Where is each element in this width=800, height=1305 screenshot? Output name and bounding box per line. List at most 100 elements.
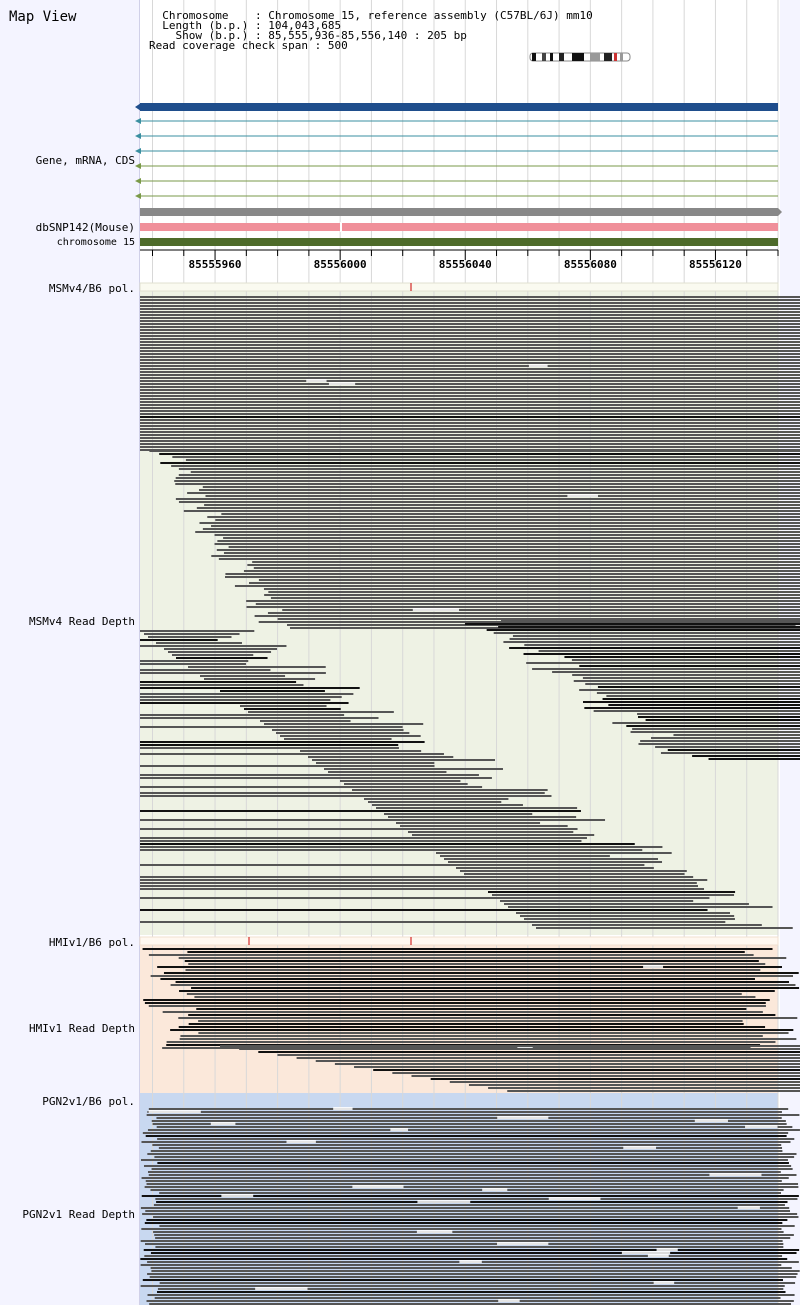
read <box>140 774 479 776</box>
read <box>282 609 800 611</box>
chromosome-value: Chromosome 15, reference assembly (C57BL… <box>268 9 593 22</box>
read <box>254 615 800 617</box>
read <box>190 471 800 473</box>
read <box>140 687 360 689</box>
ruler-tick-label: 85556000 <box>313 258 367 271</box>
read <box>492 894 735 896</box>
read-gap <box>459 1260 482 1263</box>
read-gap <box>709 1173 762 1176</box>
read <box>456 867 654 869</box>
track-label-hmi-pol: HMIv1/B6 pol. <box>48 936 135 949</box>
read <box>264 723 424 725</box>
read-gap <box>333 1107 353 1110</box>
track-label-msm-depth: MSMv4 Read Depth <box>29 615 135 628</box>
read <box>143 1165 792 1167</box>
read <box>140 879 708 881</box>
read <box>140 407 800 409</box>
read <box>199 489 800 491</box>
read <box>188 666 326 668</box>
read <box>148 1108 789 1110</box>
read <box>608 704 800 706</box>
read <box>145 1135 787 1137</box>
read <box>376 807 578 809</box>
read <box>140 410 800 412</box>
read <box>178 474 800 476</box>
read <box>140 362 800 364</box>
read <box>328 771 447 773</box>
read <box>538 650 800 652</box>
read <box>523 653 800 655</box>
cytoband <box>620 53 623 61</box>
read <box>140 921 726 923</box>
read <box>160 978 755 980</box>
read <box>175 477 800 479</box>
read <box>140 747 399 749</box>
read <box>464 873 685 875</box>
read <box>140 425 800 427</box>
read <box>667 749 800 751</box>
read <box>144 1186 799 1188</box>
read <box>140 777 492 779</box>
read <box>140 693 354 695</box>
read <box>692 755 800 757</box>
show-value: 85,555,936-85,556,140 : 205 bp <box>268 29 467 42</box>
read <box>140 645 287 647</box>
read <box>140 332 800 334</box>
read <box>154 1156 795 1158</box>
read <box>211 525 800 527</box>
read <box>156 1117 782 1119</box>
read <box>207 516 800 518</box>
read <box>142 948 773 950</box>
read <box>149 1303 792 1305</box>
cytoband <box>614 53 617 61</box>
read <box>150 1252 797 1254</box>
coverage-label: Read coverage check span <box>149 39 308 52</box>
read <box>157 1291 786 1293</box>
assembly-info: Chromosome : Chromosome 15, reference as… <box>149 9 593 52</box>
read <box>140 344 800 346</box>
read <box>170 984 796 986</box>
read <box>140 428 800 430</box>
read-gap <box>498 1299 520 1302</box>
read-gap <box>653 1281 675 1284</box>
read <box>277 1054 800 1056</box>
read <box>384 813 533 815</box>
read <box>221 513 800 515</box>
read <box>239 1048 800 1050</box>
read-gap <box>221 1194 254 1197</box>
track-label-msm-pol: MSMv4/B6 pol. <box>48 282 135 295</box>
read <box>140 413 800 415</box>
read <box>246 600 800 602</box>
read <box>140 416 800 418</box>
read <box>584 707 800 709</box>
read <box>597 686 800 688</box>
track-label-dbsnp: dbSNP142(Mouse) <box>35 221 135 234</box>
read-gap <box>306 379 327 382</box>
read <box>158 1147 783 1149</box>
read <box>152 1123 787 1125</box>
read <box>276 732 410 734</box>
read <box>215 519 800 521</box>
read <box>140 837 587 839</box>
read <box>147 1129 800 1131</box>
read <box>140 843 635 845</box>
read <box>141 1195 799 1197</box>
read <box>280 735 421 737</box>
read-gap <box>482 1188 508 1191</box>
read <box>178 468 800 470</box>
read <box>552 671 800 673</box>
read-gap <box>286 1140 316 1143</box>
read <box>202 486 800 488</box>
read <box>140 753 444 755</box>
read <box>140 795 552 797</box>
read <box>154 1234 794 1236</box>
read <box>144 1255 783 1257</box>
read <box>368 801 502 803</box>
read-gap <box>255 1287 308 1290</box>
read <box>140 876 694 878</box>
read <box>244 708 341 710</box>
read <box>334 1063 800 1065</box>
read <box>140 434 800 436</box>
read <box>220 690 325 692</box>
